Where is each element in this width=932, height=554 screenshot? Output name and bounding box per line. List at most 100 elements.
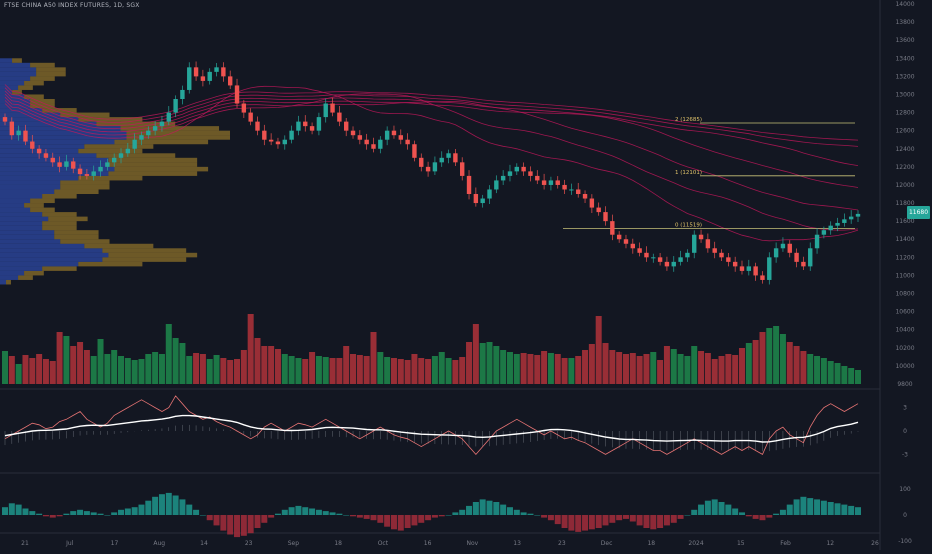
candle-body <box>98 166 103 172</box>
volume-bar <box>220 358 227 384</box>
candle-body <box>234 85 240 104</box>
volume-bar <box>677 354 684 384</box>
profile-bar <box>0 230 55 235</box>
candle-body <box>780 243 786 249</box>
histogram-bar <box>274 513 281 515</box>
histogram-bar <box>534 515 541 516</box>
volume-bar <box>227 360 234 384</box>
histogram-bar <box>22 508 29 515</box>
profile-bar <box>42 225 77 231</box>
volume-bar <box>199 354 206 384</box>
profile-bar <box>54 230 99 235</box>
histogram-bar <box>438 515 445 517</box>
candle-body <box>316 117 322 131</box>
histogram-bar <box>704 500 711 515</box>
profile-bar <box>108 171 198 176</box>
profile-bar <box>0 62 31 68</box>
volume-bar <box>814 356 821 384</box>
histogram-bar <box>466 505 473 515</box>
price-tick-label: 12800 <box>895 110 914 117</box>
profile-bar <box>0 76 31 81</box>
price-tick-label: 10400 <box>895 327 914 334</box>
price-tick-label: 10600 <box>895 309 914 316</box>
candle-body <box>77 168 83 175</box>
candle-body <box>773 248 779 258</box>
profile-bar <box>0 153 97 158</box>
volume-bar <box>97 339 104 384</box>
profile-bar <box>42 221 77 226</box>
histogram-bar <box>193 509 200 515</box>
profile-bar <box>0 94 25 99</box>
volume-bar <box>397 359 404 384</box>
volume-bar <box>588 344 595 384</box>
histogram-bar <box>793 499 800 515</box>
histogram-bar <box>773 513 780 515</box>
candle-body <box>111 157 117 163</box>
profile-bar <box>0 175 79 181</box>
histogram-bar <box>152 496 159 515</box>
price-tick-label: 12400 <box>895 146 914 153</box>
profile-bar <box>126 135 230 140</box>
oscillator-signal <box>4 414 859 443</box>
histogram-bar <box>452 512 459 515</box>
volume-bar <box>670 349 677 384</box>
candle-body <box>16 130 21 136</box>
candle-body <box>214 67 219 72</box>
volume-bar <box>466 342 473 384</box>
volume-bar <box>855 370 861 384</box>
profile-bar <box>0 225 43 231</box>
candle-body <box>726 257 731 262</box>
volume-bar <box>268 346 275 384</box>
candle-body <box>378 139 383 149</box>
histogram-bar <box>568 515 575 531</box>
price-tick-label: 11400 <box>895 236 914 243</box>
profile-bar <box>102 248 187 253</box>
profile-bar <box>108 252 198 258</box>
histogram-bar <box>766 515 773 518</box>
volume-bar <box>254 338 261 384</box>
profile-bar <box>0 279 7 285</box>
profile-bar <box>0 194 43 199</box>
candle-body <box>268 139 274 142</box>
candle-body <box>814 234 820 249</box>
candle-body <box>569 189 574 191</box>
date-tick-label: Dec <box>601 540 613 547</box>
volume-bar <box>63 336 70 384</box>
candle-body <box>596 207 601 213</box>
candle-body <box>855 213 861 217</box>
candle-body <box>746 266 752 271</box>
candle-body <box>405 139 410 145</box>
profile-bar <box>0 58 13 63</box>
price-tick-label: 12000 <box>895 182 914 189</box>
profile-bar <box>0 221 43 226</box>
volume-bar <box>520 353 527 384</box>
histogram-bar <box>145 500 152 515</box>
histogram-bar <box>718 502 725 515</box>
candle-body <box>835 222 840 226</box>
histogram-bar <box>397 515 404 531</box>
candle-body <box>337 112 342 122</box>
candle-body <box>64 161 69 167</box>
volume-bar <box>390 358 397 384</box>
volume-bar <box>29 358 36 384</box>
histogram-bar <box>172 495 179 515</box>
candle-body <box>644 252 649 258</box>
candle-body <box>50 157 55 163</box>
candle-body <box>480 198 485 204</box>
volume-bar <box>452 360 459 384</box>
histogram-bar <box>309 508 316 515</box>
histogram-bar <box>622 515 629 519</box>
volume-bar <box>595 316 602 384</box>
volume-bar <box>752 340 759 384</box>
candle-body <box>30 141 35 149</box>
candle-body <box>610 221 615 235</box>
volume-bar <box>77 342 84 384</box>
candle-body <box>357 135 363 140</box>
histogram-bar <box>29 511 36 515</box>
candle-body <box>719 252 724 258</box>
volume-bar <box>848 368 855 384</box>
volume-bar <box>622 354 629 384</box>
volume-bar <box>602 343 609 384</box>
